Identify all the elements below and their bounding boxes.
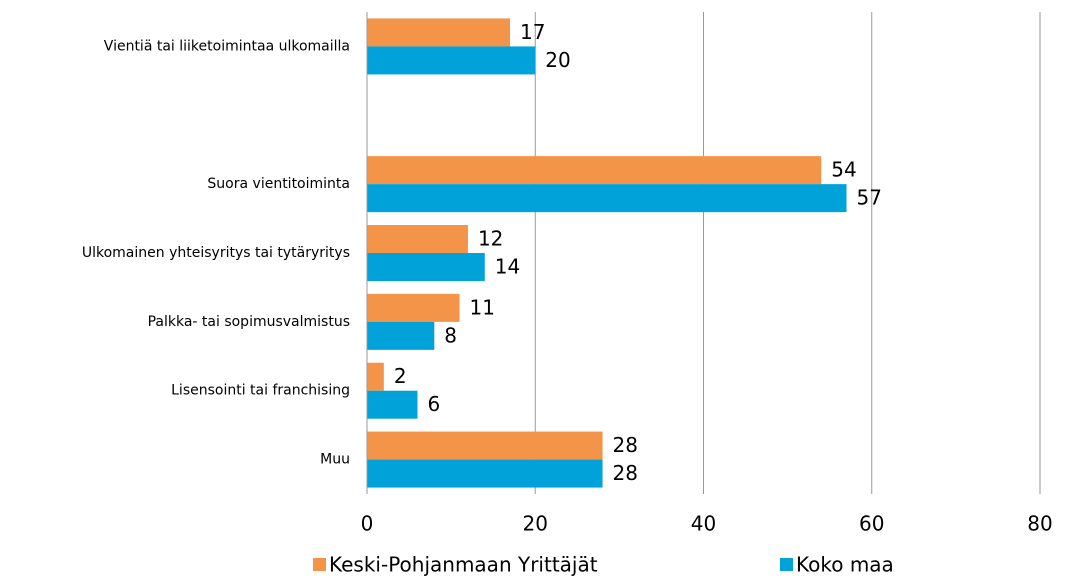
- data-label: 28: [613, 433, 638, 457]
- x-tick-label: 20: [523, 512, 548, 536]
- bar: [367, 225, 468, 253]
- data-label: 57: [857, 186, 882, 210]
- data-label: 8: [444, 323, 457, 347]
- x-tick-label: 40: [691, 512, 716, 536]
- y-tick-label: Suora vientitoiminta: [207, 176, 350, 192]
- bar: [367, 362, 384, 391]
- bar: [367, 253, 485, 281]
- data-label: 28: [613, 461, 638, 485]
- y-tick-label: Muu: [320, 452, 350, 468]
- data-label: 17: [520, 20, 545, 44]
- bar: [367, 156, 822, 185]
- x-tick-label: 60: [859, 512, 884, 536]
- data-label: 20: [545, 48, 570, 72]
- data-label: 12: [478, 227, 503, 251]
- x-tick-label: 80: [1027, 512, 1052, 536]
- y-tick-label: Vientiä tai liiketoimintaa ulkomailla: [104, 38, 350, 54]
- bar: [367, 18, 511, 47]
- y-tick-label: Palkka- tai sopimusvalmistus: [148, 314, 350, 330]
- y-tick-label: Ulkomainen yhteisyritys tai tytäryritys: [82, 245, 350, 261]
- bar: [367, 459, 603, 488]
- bar: [367, 184, 847, 213]
- bar: [367, 431, 603, 460]
- legend-label: Koko maa: [796, 553, 894, 577]
- data-label: 6: [427, 392, 440, 416]
- bar: [367, 390, 418, 419]
- x-tick-label: 0: [361, 512, 374, 536]
- bar: [367, 293, 460, 322]
- legend-swatch: [780, 558, 793, 571]
- data-label: 11: [470, 295, 495, 319]
- data-label: 14: [495, 255, 520, 279]
- legend-swatch: [313, 558, 326, 571]
- data-label: 54: [831, 158, 856, 182]
- bar: [367, 46, 536, 75]
- data-label: 2: [394, 364, 407, 388]
- legend-label: Keski-Pohjanmaan Yrittäjät: [329, 553, 598, 577]
- y-tick-label: Lisensointi tai franchising: [171, 383, 350, 399]
- bar: [367, 321, 435, 350]
